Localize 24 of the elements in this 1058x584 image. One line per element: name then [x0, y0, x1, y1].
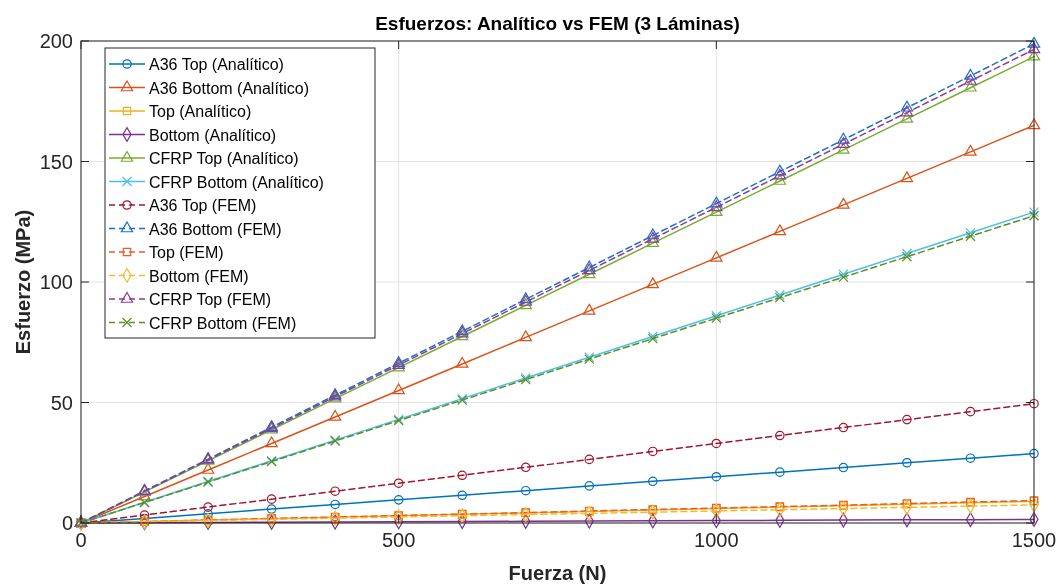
x-tick-label: 500	[381, 529, 416, 551]
legend-label: CFRP Bottom (FEM)	[149, 314, 297, 332]
legend-label: CFRP Top (FEM)	[149, 291, 272, 308]
y-axis-title: Esfuerzo (MPa)	[12, 209, 34, 355]
x-tick-label: 1500	[1011, 529, 1057, 551]
y-tick-label: 0	[61, 512, 73, 534]
x-tick-label: 1000	[694, 529, 739, 551]
legend-label: CFRP Bottom (Analítico)	[149, 173, 324, 191]
legend-label: Top (Analítico)	[149, 103, 252, 120]
legend-label: A36 Top (Analítico)	[149, 56, 284, 73]
chart-title: Esfuerzos: Analítico vs FEM (3 Láminas)	[375, 13, 740, 34]
legend-label: A36 Bottom (Analítico)	[149, 79, 310, 97]
x-tick-label: 0	[75, 529, 87, 551]
x-axis-title: Fuerza (N)	[508, 562, 607, 584]
legend-label: Bottom (FEM)	[149, 267, 249, 285]
legend-label: A36 Bottom (FEM)	[149, 220, 282, 238]
legend-label: CFRP Top (Analítico)	[149, 150, 299, 167]
y-tick-label: 100	[39, 271, 73, 293]
y-tick-label: 150	[39, 150, 73, 173]
y-tick-label: 200	[39, 30, 73, 52]
legend-label: Top (FEM)	[149, 244, 224, 261]
y-tick-label: 50	[50, 391, 73, 414]
legend-label: A36 Top (FEM)	[149, 197, 257, 214]
legend-label: Bottom (Analítico)	[149, 126, 277, 144]
